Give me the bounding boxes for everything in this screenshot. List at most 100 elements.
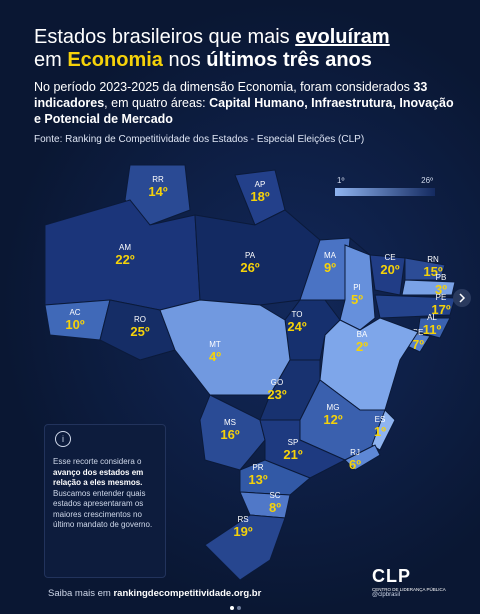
handle: @clpbrasil <box>372 592 401 598</box>
state-code: RN <box>427 255 439 264</box>
state-rank: 3º <box>435 282 447 297</box>
state-code: SP <box>288 438 299 447</box>
state-rank: 2º <box>356 339 368 354</box>
brand: CLP <box>372 566 411 586</box>
state-rank: 1º <box>374 424 386 439</box>
state-code: GO <box>271 378 283 387</box>
state-code: BA <box>357 330 368 339</box>
state-code: MT <box>209 340 221 349</box>
title-text: em <box>34 49 68 71</box>
state-rank: 17º <box>431 302 450 317</box>
state-rank: 9º <box>324 260 336 275</box>
state-code: PE <box>436 293 447 302</box>
state-rank: 23º <box>267 387 286 402</box>
state-shape <box>99 299 176 361</box>
state-code: ES <box>375 415 386 424</box>
state-shape <box>374 294 456 319</box>
state-rank: 26º <box>240 260 259 275</box>
state-code: RJ <box>350 448 360 457</box>
state-code: PI <box>353 283 361 292</box>
state-code: AM <box>119 243 131 252</box>
state-code: MG <box>327 403 340 412</box>
info-text: Esse recorte considera o <box>53 457 142 466</box>
state-shape <box>299 237 351 301</box>
info-icon: i <box>55 431 71 447</box>
intro-bold: 33 indicadores <box>34 80 428 110</box>
state-code: TO <box>292 310 303 319</box>
state-code: AP <box>255 180 266 189</box>
state-rank: 8º <box>269 500 281 515</box>
state-rank: 21º <box>283 447 302 462</box>
state-shape <box>194 209 321 306</box>
state-rank: 11º <box>423 322 442 337</box>
state-shape <box>344 444 381 471</box>
intro-bold: Capital Humano, Infraestrutura, Inovação… <box>34 96 454 126</box>
state-rank: 6º <box>349 457 361 472</box>
state-code: CE <box>384 253 395 262</box>
page-dot <box>230 606 234 610</box>
next-icon <box>459 293 466 303</box>
info-text: Buscamos entender quais estados apresent… <box>53 488 153 530</box>
legend-max: 26º <box>421 176 433 185</box>
page-dot <box>237 606 241 610</box>
title: Estados brasileiros que mais evoluíram em… <box>34 26 454 72</box>
state-code: AC <box>69 308 80 317</box>
state-rank: 10º <box>65 317 84 332</box>
state-code: PB <box>436 273 447 282</box>
footer-link[interactable]: rankingdecompetitividade.org.br <box>113 588 262 599</box>
info-box: i Esse recorte considera o avanço dos est… <box>44 424 166 578</box>
title-text: nos <box>162 49 207 71</box>
state-shape <box>319 317 419 411</box>
state-rank: 16º <box>220 427 239 442</box>
state-code: MA <box>324 251 337 260</box>
intro-text: , em quatro áreas: <box>104 96 210 110</box>
state-code: SC <box>269 491 280 500</box>
state-shape <box>239 459 311 496</box>
state-rank: 25º <box>130 324 149 339</box>
state-rank: 13º <box>248 472 267 487</box>
info-bold: avanço dos estados em relação a eles mes… <box>53 467 144 488</box>
state-rank: 22º <box>115 252 134 267</box>
state-shape <box>259 419 347 479</box>
footer-text: Saiba mais em <box>48 588 114 599</box>
state-rank: 7º <box>412 337 424 352</box>
next-button[interactable] <box>453 289 471 307</box>
state-code: MS <box>224 418 236 427</box>
header: Estados brasileiros que mais evoluíram em… <box>34 26 454 145</box>
title-highlight: últimos três anos <box>206 49 372 71</box>
state-rank: 14º <box>148 184 167 199</box>
legend-min: 1º <box>337 176 344 185</box>
state-shape <box>124 164 191 226</box>
state-shape <box>404 257 446 281</box>
state-shape <box>417 317 451 339</box>
state-shape <box>204 514 286 581</box>
state-rank: 19º <box>233 524 252 539</box>
state-rank: 15º <box>423 264 442 279</box>
state-code: PR <box>252 463 263 472</box>
brand-full: CENTRO DE LIDERANÇA PÚBLICA <box>372 587 446 592</box>
state-code: RO <box>134 315 146 324</box>
state-rank: 4º <box>209 349 221 364</box>
state-rank: 20º <box>380 262 399 277</box>
state-shape <box>371 409 396 451</box>
logo: CLP CENTRO DE LIDERANÇA PÚBLICA @clpbrasil <box>372 566 446 598</box>
footer: Saiba mais em rankingdecompetitividade.o… <box>48 588 261 599</box>
title-highlight: evoluíram <box>295 26 390 48</box>
state-code: RR <box>152 175 164 184</box>
title-highlight: Economia <box>67 49 163 71</box>
